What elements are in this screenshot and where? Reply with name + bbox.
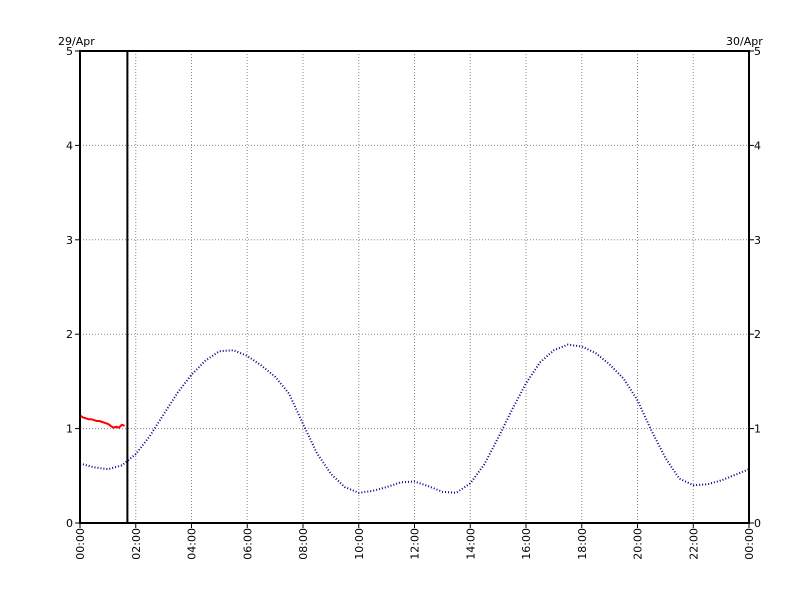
grid-layer — [80, 51, 749, 523]
y-tick-label-left: 1 — [66, 423, 73, 436]
y-tick-label-right: 0 — [754, 517, 761, 530]
x-tick-label: 14:00 — [464, 528, 477, 560]
y-tick-label-right: 5 — [754, 45, 761, 58]
x-tick-label: 00:00 — [74, 528, 87, 560]
y-tick-label-right: 1 — [754, 423, 761, 436]
x-tick-label: 06:00 — [241, 528, 254, 560]
x-tick-label: 20:00 — [632, 528, 645, 560]
y-tick-label-left: 3 — [66, 234, 73, 247]
series-layer — [79, 343, 750, 494]
plot-frame — [79, 50, 750, 524]
series-line-observed — [79, 414, 125, 429]
date-left-label: 29/Apr — [58, 35, 95, 48]
x-tick-label: 16:00 — [520, 528, 533, 560]
y-tick-label-right: 4 — [754, 139, 761, 152]
y-tick-label-left: 0 — [66, 517, 73, 530]
x-tick-label: 00:00 — [743, 528, 756, 560]
y-tick-label-left: 5 — [66, 45, 73, 58]
date-right-label: 30/Apr — [726, 35, 763, 48]
axis-layer — [79, 50, 750, 524]
x-tick-label: 18:00 — [576, 528, 589, 560]
x-tick-label: 02:00 — [130, 528, 143, 560]
y-tick-label-left: 4 — [66, 139, 73, 152]
x-tick-label: 10:00 — [353, 528, 366, 560]
y-tick-label-right: 2 — [754, 328, 761, 341]
y-tick-label-right: 3 — [754, 234, 761, 247]
x-tick-label: 22:00 — [687, 528, 700, 560]
x-tick-label: 08:00 — [297, 528, 310, 560]
tick-layer: 0 0 1 1 2 2 3 3 4 4 5 5 00:00 02:00 04:00 06:00 08:00 10:… — [66, 45, 761, 560]
series-line-predicted — [79, 343, 750, 494]
y-tick-label-left: 2 — [66, 328, 73, 341]
x-tick-label: 12:00 — [409, 528, 422, 560]
x-tick-label: 04:00 — [186, 528, 199, 560]
